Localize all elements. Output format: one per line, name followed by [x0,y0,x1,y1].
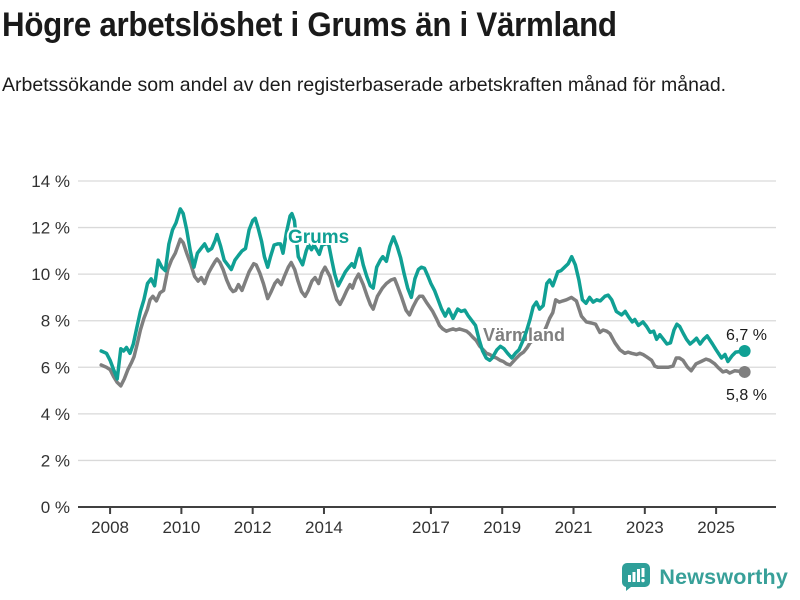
x-axis-tick-label: 2023 [626,518,664,537]
newsworthy-logo-text: Newsworthy [659,564,788,589]
x-axis-tick-label: 2012 [234,518,272,537]
newsworthy-logo[interactable]: Newsworthy [621,562,788,592]
x-axis-tick-label: 2014 [305,518,343,537]
grums-line [99,207,747,381]
vrmland-line [99,237,747,388]
y-axis-tick-label: 8 % [41,312,70,331]
y-axis-tick-label: 2 % [41,451,70,470]
vrmland-end-dot [738,365,751,378]
x-axis-tick-label: 2008 [91,518,129,537]
x-axis-tick-label: 2021 [555,518,593,537]
x-axis-tick-label: 2025 [697,518,735,537]
y-axis-tick-label: 10 % [31,265,70,284]
page-title: Högre arbetslöshet i Grums än i Värmland [2,6,617,44]
y-axis-tick-label: 6 % [41,358,70,377]
grums-end-dot [738,344,751,357]
vrmland-end-value-label: 5,8 % [726,387,767,404]
x-axis-tick-label: 2010 [162,518,200,537]
x-axis-tick-label: 2017 [412,518,450,537]
grums-end-value-label: 6,7 % [726,327,767,344]
y-axis-tick-label: 12 % [31,219,70,238]
y-axis-tick-label: 4 % [41,405,70,424]
grums-series-label: Grums [288,227,349,248]
y-axis-tick-label: 0 % [41,498,70,517]
newsworthy-bar-chart-bubble-icon [621,562,651,592]
y-axis-tick-label: 14 % [31,172,70,191]
chart-subtitle: Arbetssökande som andel av den registerb… [2,74,727,96]
x-axis-tick-label: 2019 [483,518,521,537]
